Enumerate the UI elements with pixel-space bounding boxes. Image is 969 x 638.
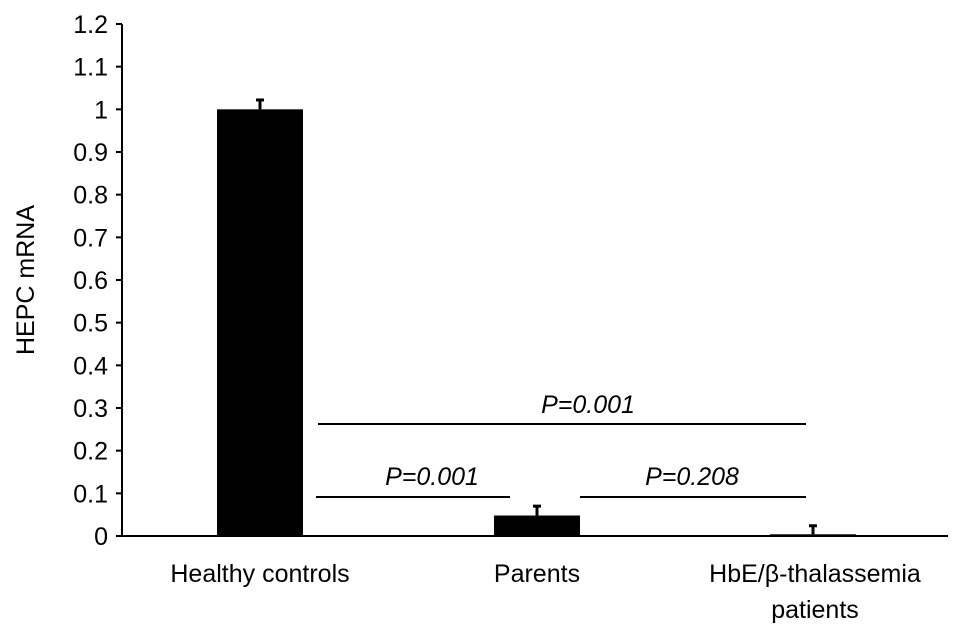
y-tick-label: 1.1: [73, 54, 108, 82]
p-value-label: P=0.001: [541, 391, 635, 419]
y-tick-label: 0.5: [73, 310, 108, 338]
bar: [217, 109, 303, 536]
y-tick-label: 0.4: [73, 352, 108, 380]
y-tick-label: 0.7: [73, 224, 108, 252]
bars: Healthy controls Parents HbE/β-thalassemia…: [170, 98, 921, 624]
bar: [494, 515, 580, 536]
y-tick-label: 0.8: [73, 182, 108, 210]
y-tick-label: 0.1: [73, 480, 108, 508]
bar: [770, 534, 856, 536]
x-category-label: HbE/β-thalassemia patients: [709, 560, 921, 624]
p-value-label: P=0.001: [385, 463, 479, 491]
x-category-label: Healthy controls: [170, 560, 349, 588]
x-category-label: Parents: [494, 560, 580, 588]
axes: 0 0.1 0.2 0.3 0.4 0.5 0.6 0.7 0.8 0.9 1 1.1 1.2: [73, 11, 948, 551]
p-value-label: P=0.208: [645, 463, 739, 491]
y-tick-label: 1.2: [73, 11, 108, 39]
y-tick-label: 0.6: [73, 267, 108, 295]
y-tick-label: 0.3: [73, 395, 108, 423]
y-axis-title: HEPC mRNA: [12, 205, 40, 355]
y-tick-label: 1: [94, 96, 108, 124]
y-tick-label: 0.2: [73, 438, 108, 466]
significance-annotations: P=0.001 P=0.208 P=0.001: [316, 391, 806, 498]
y-tick-label: 0.9: [73, 139, 108, 167]
y-tick-label: 0: [94, 523, 108, 551]
